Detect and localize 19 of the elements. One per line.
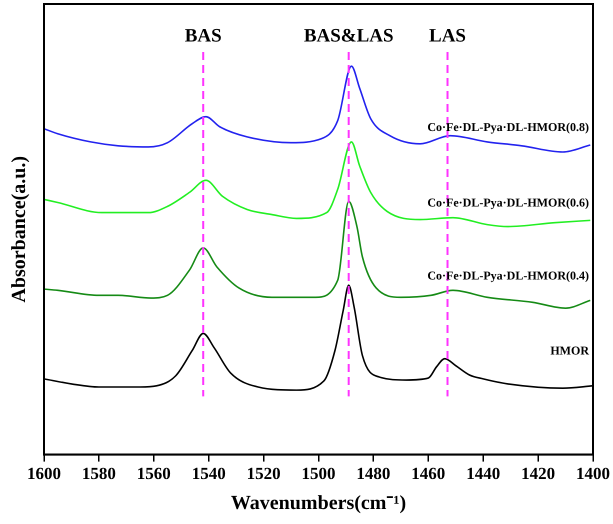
ref-line-label: BAS (184, 25, 222, 46)
x-tick-label: 1500 (302, 464, 336, 484)
x-tick-label: 1420 (521, 464, 556, 484)
x-tick-label: 1580 (82, 464, 116, 484)
x-axis-title: Wavenumbers(cm⁻¹) (230, 492, 406, 514)
x-tick-label: 1540 (192, 464, 226, 484)
series-label: Co·Fe·DL-Pya·DL-HMOR(0.6) (427, 196, 589, 210)
x-tick-label: 1440 (466, 464, 500, 484)
x-tick-label: 1460 (411, 464, 446, 484)
x-tick-label: 1600 (27, 464, 61, 484)
x-tick-label: 1560 (136, 464, 171, 484)
text: HMOR (550, 344, 590, 358)
x-tick-label: 1400 (576, 464, 610, 484)
ref-line-label: BAS&LAS (304, 25, 394, 46)
x-tick-label: 1520 (246, 464, 281, 484)
x-tick-label: 1480 (356, 464, 390, 484)
y-axis-title: Absorbance(a.u.) (8, 156, 30, 303)
series-label: Co·Fe·DL-Pya·DL-HMOR(0.8) (427, 120, 589, 134)
ref-line-label: LAS (429, 25, 466, 46)
